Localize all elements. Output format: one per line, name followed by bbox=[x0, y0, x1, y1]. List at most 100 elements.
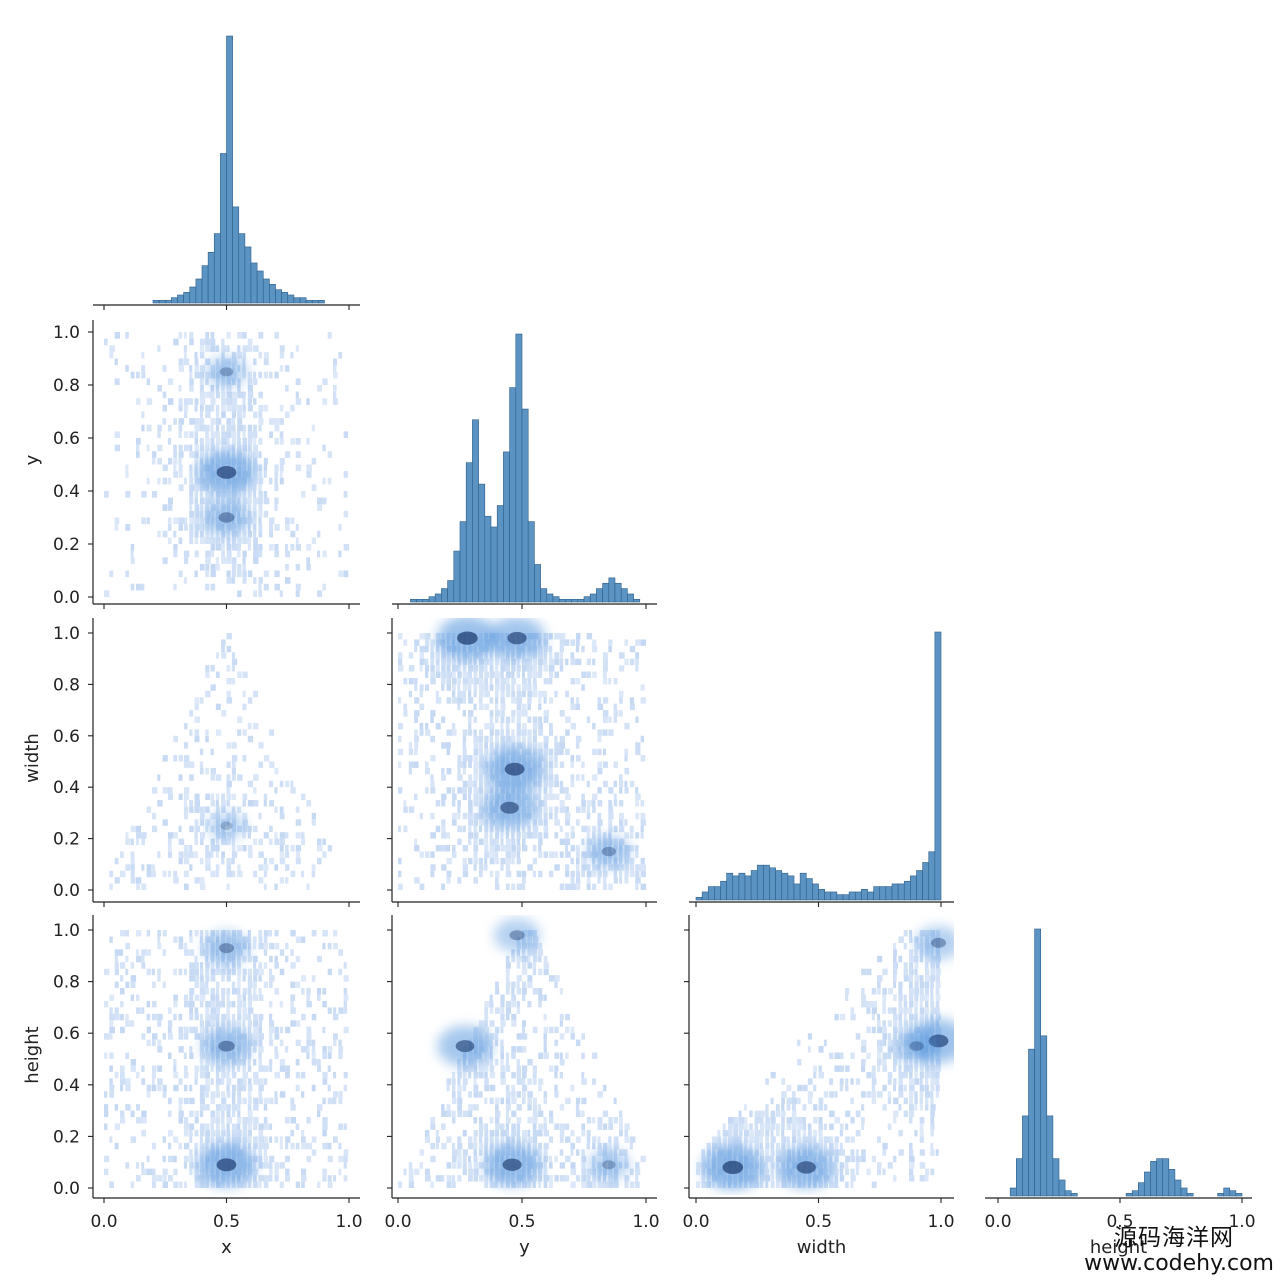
heat-cell bbox=[151, 812, 156, 820]
hist-bar-width-37 bbox=[922, 862, 930, 901]
heat-cell bbox=[194, 1168, 199, 1176]
heat-cell bbox=[247, 1020, 253, 1027]
heat-cell bbox=[877, 1136, 881, 1143]
heat-cell bbox=[635, 787, 639, 794]
heat-cell bbox=[451, 1078, 456, 1085]
heat-cell bbox=[419, 729, 424, 736]
heat-cell bbox=[146, 1091, 151, 1098]
heat-cell bbox=[489, 1065, 495, 1072]
heat-cell bbox=[914, 1097, 918, 1105]
heat-cell bbox=[285, 1046, 289, 1053]
heat-cell bbox=[205, 981, 209, 989]
heat-cell bbox=[457, 812, 461, 820]
hist-bar-y-38 bbox=[633, 599, 641, 603]
heat-cell bbox=[247, 1136, 252, 1143]
heat-cell bbox=[893, 968, 898, 976]
heat-cell bbox=[253, 774, 259, 781]
heat-cell bbox=[205, 1091, 209, 1098]
heat-cell bbox=[500, 1071, 506, 1079]
heat-cell bbox=[543, 1117, 547, 1124]
heat-cell bbox=[333, 942, 338, 950]
heat-cell bbox=[608, 729, 614, 736]
heat-cell bbox=[199, 936, 203, 943]
heat-cell bbox=[258, 838, 263, 846]
heat-cell bbox=[231, 1091, 236, 1098]
heat-cell bbox=[495, 671, 501, 678]
heat-cell bbox=[845, 1136, 850, 1143]
heat-cell bbox=[317, 504, 323, 511]
hist-bar-width-12 bbox=[769, 867, 776, 901]
heat-cell bbox=[538, 690, 544, 698]
heat-cell bbox=[602, 710, 609, 717]
heat-cell bbox=[903, 1097, 908, 1105]
heat-cell bbox=[199, 563, 205, 571]
heat-cell bbox=[226, 1013, 231, 1021]
heat-cell bbox=[581, 761, 585, 768]
heat-cell bbox=[511, 832, 515, 839]
heat-cell bbox=[818, 1104, 823, 1111]
x-axis-label-y: y bbox=[519, 1237, 530, 1258]
hist-bar-x-12 bbox=[177, 294, 184, 304]
heat-cell bbox=[157, 800, 163, 807]
heat-cell bbox=[419, 690, 424, 698]
heat-cell bbox=[104, 1110, 109, 1118]
hist-bar-width-5 bbox=[726, 872, 734, 901]
heat-cell bbox=[823, 1142, 828, 1150]
heat-cell bbox=[290, 930, 296, 937]
heat-cell bbox=[516, 975, 522, 982]
heat-cell bbox=[285, 563, 289, 571]
heat-cell bbox=[178, 332, 183, 339]
heat-cell bbox=[178, 365, 184, 372]
heat-cell bbox=[500, 665, 506, 672]
heat-cell bbox=[199, 1110, 204, 1118]
heat-cell bbox=[543, 800, 547, 807]
heat-cell bbox=[114, 1007, 119, 1014]
heat-cell bbox=[484, 819, 489, 826]
heat-cell bbox=[484, 787, 490, 794]
heat-cell bbox=[194, 477, 200, 485]
heat-cell bbox=[269, 544, 274, 551]
heat-cell bbox=[478, 1129, 483, 1137]
heat-cell bbox=[215, 391, 220, 399]
heat-cell bbox=[242, 1136, 248, 1143]
heat-cell bbox=[565, 1175, 570, 1182]
heat-cell bbox=[935, 1071, 940, 1079]
heat-cell bbox=[473, 793, 479, 801]
heat-cell bbox=[189, 471, 193, 478]
heat-cell bbox=[183, 1071, 189, 1079]
heat-cell bbox=[247, 1091, 252, 1098]
heat-cell bbox=[565, 1052, 569, 1059]
heat-cell bbox=[210, 930, 216, 937]
heat-cell bbox=[495, 838, 499, 846]
heat-cell bbox=[586, 1175, 591, 1182]
heat-cell bbox=[754, 1110, 761, 1118]
heat-cell bbox=[903, 968, 909, 976]
heat-cell bbox=[451, 793, 457, 801]
heat-cell bbox=[231, 968, 236, 976]
heat-cell bbox=[189, 930, 193, 937]
heat-cell bbox=[424, 684, 429, 691]
heat-cell bbox=[247, 949, 251, 956]
heat-cell bbox=[909, 936, 913, 943]
heat-cell bbox=[258, 930, 263, 937]
heat-cell bbox=[930, 962, 936, 969]
heat-cell bbox=[333, 930, 338, 937]
heat-cell bbox=[253, 550, 259, 558]
heat-cell bbox=[765, 1175, 771, 1182]
heat-cell bbox=[554, 755, 558, 762]
heat-cell bbox=[242, 1142, 247, 1150]
heat-cell bbox=[295, 832, 301, 839]
heat-cell bbox=[532, 1123, 537, 1130]
heat-cell bbox=[559, 1104, 565, 1111]
heat-cell bbox=[311, 1046, 316, 1053]
heat-cell bbox=[274, 955, 278, 963]
hist-bar-height-4 bbox=[1022, 1115, 1029, 1197]
heat-cell bbox=[205, 806, 210, 813]
heat-cell bbox=[538, 748, 543, 756]
heat-cell bbox=[424, 761, 429, 768]
heat-cell bbox=[516, 955, 522, 963]
heat-cell bbox=[925, 1084, 929, 1092]
heat-cell bbox=[640, 755, 646, 762]
heat-cell bbox=[237, 671, 242, 678]
heat-cell bbox=[205, 729, 209, 736]
